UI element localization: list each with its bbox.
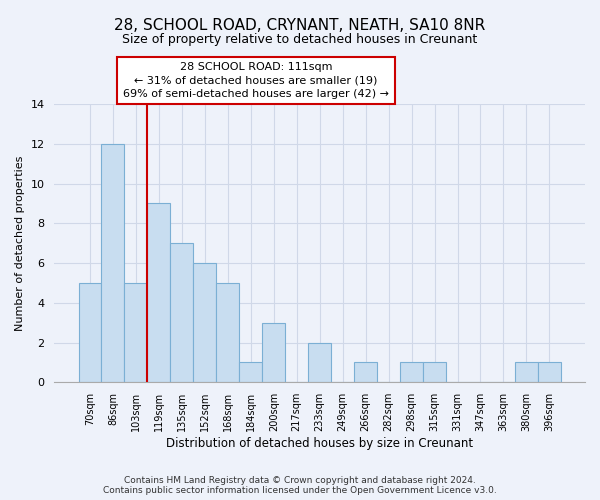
X-axis label: Distribution of detached houses by size in Creunant: Distribution of detached houses by size … [166,437,473,450]
Bar [308,342,331,382]
Bar [354,362,377,382]
Bar [101,144,124,382]
Bar [400,362,423,382]
Bar [79,283,101,382]
Bar [515,362,538,382]
Text: Size of property relative to detached houses in Creunant: Size of property relative to detached ho… [122,32,478,46]
Bar [239,362,262,382]
Bar [124,283,148,382]
Bar [423,362,446,382]
Text: Contains HM Land Registry data © Crown copyright and database right 2024.
Contai: Contains HM Land Registry data © Crown c… [103,476,497,495]
Bar [193,263,217,382]
Bar [538,362,561,382]
Bar [170,243,193,382]
Text: 28 SCHOOL ROAD: 111sqm
← 31% of detached houses are smaller (19)
69% of semi-det: 28 SCHOOL ROAD: 111sqm ← 31% of detached… [123,62,389,98]
Text: 28, SCHOOL ROAD, CRYNANT, NEATH, SA10 8NR: 28, SCHOOL ROAD, CRYNANT, NEATH, SA10 8N… [115,18,485,32]
Y-axis label: Number of detached properties: Number of detached properties [15,156,25,331]
Bar [262,322,285,382]
Bar [148,204,170,382]
Bar [217,283,239,382]
